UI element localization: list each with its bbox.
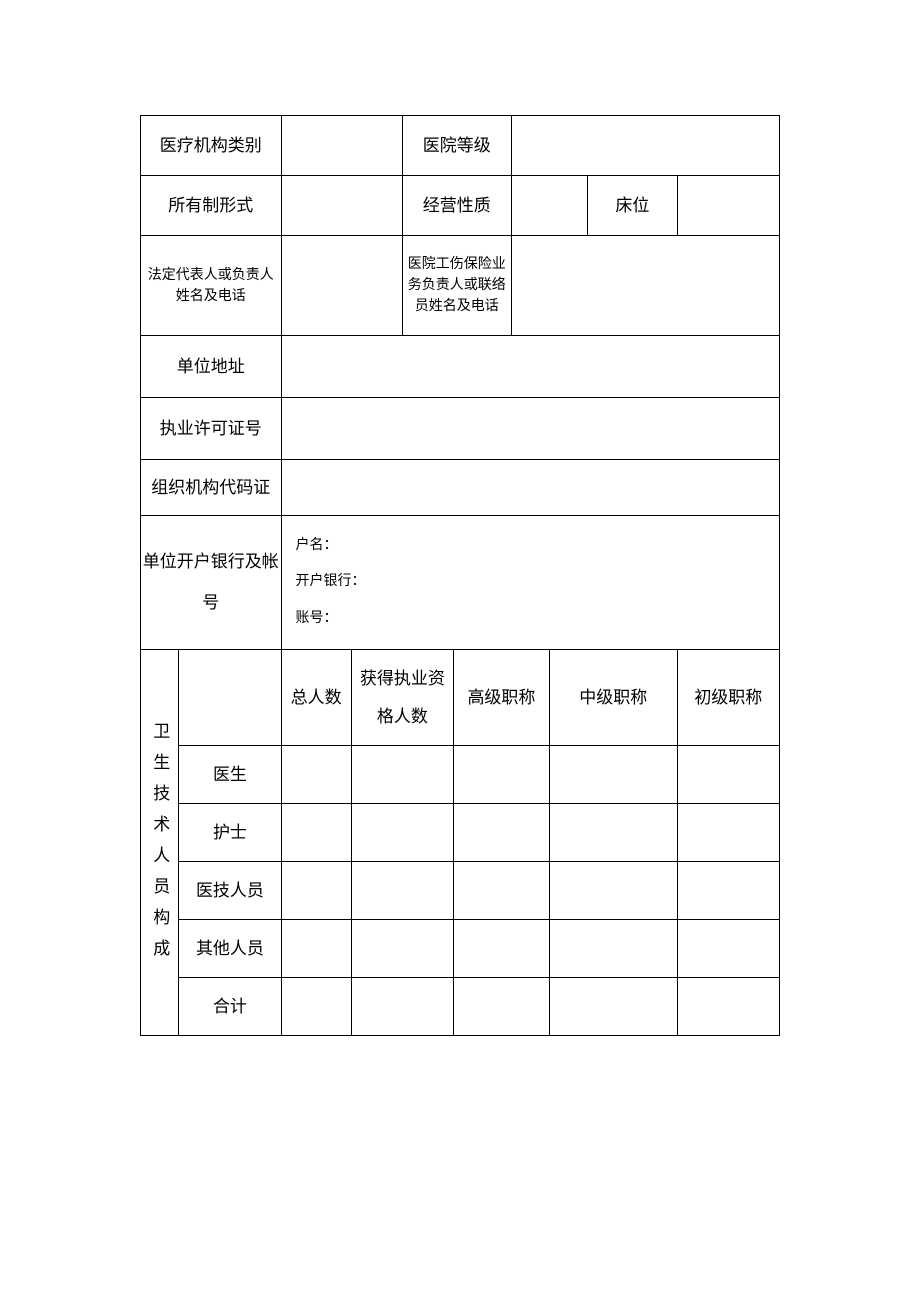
label-legal-person: 法定代表人或负责人姓名及电话 (141, 236, 282, 336)
value-tech-total[interactable] (281, 862, 351, 920)
value-nurse-senior[interactable] (454, 804, 550, 862)
value-other-senior[interactable] (454, 920, 550, 978)
label-staff-vertical-text: 卫生技术人员构成 (146, 708, 173, 970)
value-license-no[interactable] (281, 398, 779, 460)
label-staff-vertical: 卫生技术人员构成 (141, 650, 179, 1036)
value-beds[interactable] (677, 176, 779, 236)
label-row-tech: 医技人员 (179, 862, 281, 920)
value-nurse-total[interactable] (281, 804, 351, 862)
value-hospital-grade[interactable] (511, 116, 779, 176)
value-tech-qualified[interactable] (351, 862, 453, 920)
label-org-code-cert: 组织机构代码证 (141, 460, 282, 516)
bank-account-name-line: 户名： (296, 528, 779, 564)
value-nurse-mid[interactable] (549, 804, 677, 862)
label-junior-title: 初级职称 (677, 650, 779, 746)
value-sum-qualified[interactable] (351, 978, 453, 1036)
value-org-code-cert[interactable] (281, 460, 779, 516)
value-other-mid[interactable] (549, 920, 677, 978)
label-account-name: 户名： (296, 538, 338, 553)
label-row-nurse: 护士 (179, 804, 281, 862)
label-row-doctor: 医生 (179, 746, 281, 804)
value-tech-mid[interactable] (549, 862, 677, 920)
value-doctor-senior[interactable] (454, 746, 550, 804)
value-legal-person[interactable] (281, 236, 402, 336)
value-insurance-contact[interactable] (511, 236, 779, 336)
label-license-no: 执业许可证号 (141, 398, 282, 460)
value-ownership[interactable] (281, 176, 402, 236)
value-sum-senior[interactable] (454, 978, 550, 1036)
value-tech-senior[interactable] (454, 862, 550, 920)
value-unit-address[interactable] (281, 336, 779, 398)
value-institution-type[interactable] (281, 116, 402, 176)
medical-institution-form: 医疗机构类别 医院等级 所有制形式 经营性质 床位 法定代表人或负责人姓名及电话… (140, 115, 780, 1036)
label-mid-title: 中级职称 (549, 650, 677, 746)
label-beds: 床位 (588, 176, 677, 236)
label-hospital-grade: 医院等级 (402, 116, 511, 176)
value-doctor-mid[interactable] (549, 746, 677, 804)
value-sum-mid[interactable] (549, 978, 677, 1036)
value-doctor-total[interactable] (281, 746, 351, 804)
value-tech-junior[interactable] (677, 862, 779, 920)
label-business-nature: 经营性质 (402, 176, 511, 236)
label-account-no: 账号： (296, 611, 338, 626)
bank-name-line: 开户银行： (296, 564, 779, 600)
value-other-total[interactable] (281, 920, 351, 978)
label-row-other: 其他人员 (179, 920, 281, 978)
label-bank-name: 开户银行： (296, 574, 366, 589)
bank-account-block: 户名： 开户银行： 账号： (281, 516, 779, 650)
label-unit-address: 单位地址 (141, 336, 282, 398)
form-page: 医疗机构类别 医院等级 所有制形式 经营性质 床位 法定代表人或负责人姓名及电话… (0, 0, 920, 1036)
label-total-count: 总人数 (281, 650, 351, 746)
label-bank-account: 单位开户银行及帐号 (141, 516, 282, 650)
label-senior-title: 高级职称 (454, 650, 550, 746)
value-sum-total[interactable] (281, 978, 351, 1036)
value-nurse-junior[interactable] (677, 804, 779, 862)
value-other-junior[interactable] (677, 920, 779, 978)
value-other-qualified[interactable] (351, 920, 453, 978)
label-institution-type: 医疗机构类别 (141, 116, 282, 176)
staff-header-blank (179, 650, 281, 746)
label-insurance-contact: 医院工伤保险业务负责人或联络员姓名及电话 (402, 236, 511, 336)
label-ownership: 所有制形式 (141, 176, 282, 236)
value-doctor-junior[interactable] (677, 746, 779, 804)
value-business-nature-1[interactable] (511, 176, 588, 236)
bank-account-no-line: 账号： (296, 601, 779, 637)
value-nurse-qualified[interactable] (351, 804, 453, 862)
value-doctor-qualified[interactable] (351, 746, 453, 804)
value-sum-junior[interactable] (677, 978, 779, 1036)
label-row-total: 合计 (179, 978, 281, 1036)
label-qualified-count: 获得执业资格人数 (351, 650, 453, 746)
